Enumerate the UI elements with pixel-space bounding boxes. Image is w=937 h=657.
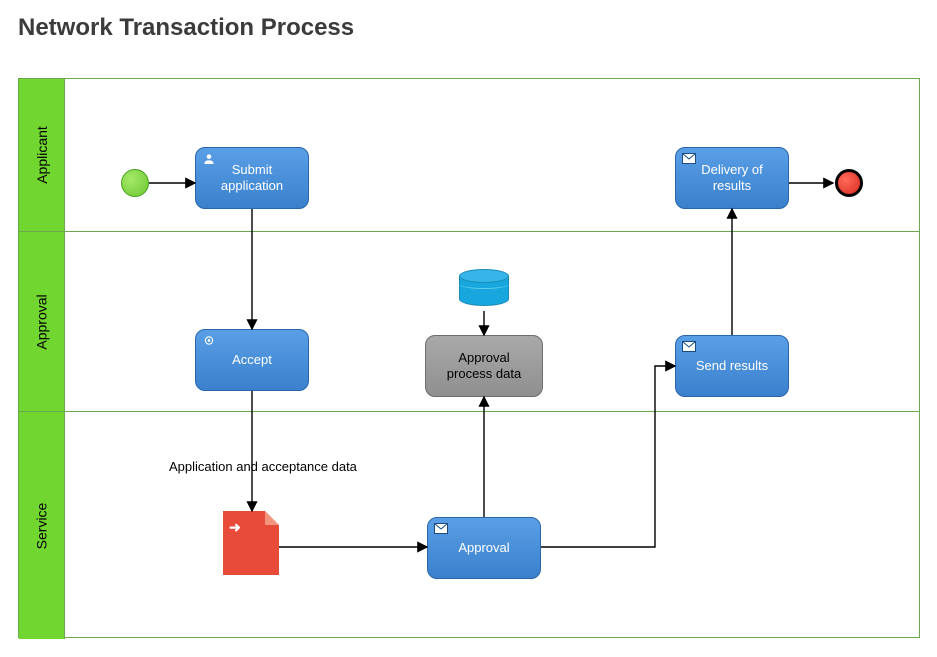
- lane-label: Applicant: [34, 126, 50, 184]
- page-title: Network Transaction Process: [0, 0, 937, 42]
- task-label: Accept: [232, 352, 272, 368]
- task-submit-application: Submit application: [195, 147, 309, 209]
- task-label: Delivery of results: [684, 162, 780, 195]
- data-object-icon: ➜: [223, 511, 279, 575]
- flow-approval-send: [541, 366, 675, 547]
- task-label: Approval process data: [434, 350, 534, 383]
- lane-label: Service: [34, 502, 50, 549]
- start-event: [121, 169, 149, 197]
- lane-header-applicant: Applicant: [19, 79, 65, 231]
- user-icon: [202, 153, 216, 164]
- task-approval-process-data: Approval process data: [425, 335, 543, 397]
- task-label: Approval: [458, 540, 509, 556]
- task-approval: Approval: [427, 517, 541, 579]
- lane-label: Approval: [34, 294, 50, 349]
- mail-icon: [682, 153, 696, 164]
- task-label: Submit application: [204, 162, 300, 195]
- mail-icon: [682, 341, 696, 352]
- task-send-results: Send results: [675, 335, 789, 397]
- mail-icon: [434, 523, 448, 534]
- data-object-label: Application and acceptance data: [169, 459, 357, 474]
- database-icon: [459, 269, 509, 309]
- diagram-canvas: Submit application Accept Application an…: [65, 79, 919, 637]
- task-label: Send results: [696, 358, 768, 374]
- gear-icon: [202, 335, 216, 346]
- bpmn-pool: Applicant Approval Service Submit applic…: [18, 78, 920, 638]
- task-delivery-of-results: Delivery of results: [675, 147, 789, 209]
- lane-header-approval: Approval: [19, 231, 65, 411]
- task-accept: Accept: [195, 329, 309, 391]
- lane-header-service: Service: [19, 411, 65, 639]
- end-event: [835, 169, 863, 197]
